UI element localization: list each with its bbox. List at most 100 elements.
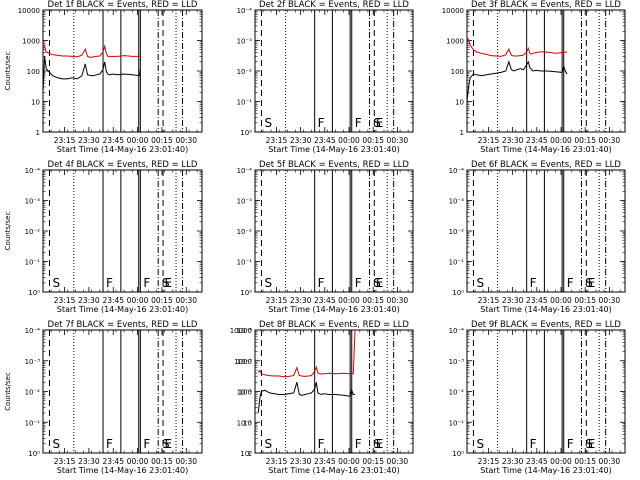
flag-letter: E [376, 437, 384, 451]
y-tick-label-behind: 10⁰ [240, 450, 252, 458]
flag-letter: F [318, 437, 325, 451]
y-tick-label: 10⁻² [449, 389, 465, 397]
panel-title: Det 8f BLACK = Events, RED = LLD [259, 320, 409, 330]
panel-title: Det 5f BLACK = Events, RED = LLD [259, 160, 409, 170]
y-tick-label: 10 [455, 99, 464, 107]
flag-letter: E [164, 437, 172, 451]
flag-letter: S [585, 437, 593, 451]
y-tick-label: 10⁻³ [25, 198, 41, 206]
y-axis-title: Counts/sec [4, 372, 12, 411]
x-axis: 23:15 23:30 23:45 00:00 00:15 00:30 [254, 330, 409, 466]
x-axis-title: Start Time (14-May-16 23:01:40) [268, 466, 399, 475]
x-axis-title: Start Time (14-May-16 23:01:40) [480, 305, 611, 314]
flag-letter: E [588, 276, 596, 290]
flag-letter: F [355, 116, 362, 130]
x-tick-label: 00:30 [175, 136, 197, 145]
y-tick-label: 10⁻² [25, 389, 41, 397]
x-tick-label: 00:00 [127, 136, 149, 145]
y-tick-label-behind: 10⁻⁴ [237, 327, 253, 335]
x-tick-label: 23:30 [502, 136, 524, 145]
y-tick-label: 10⁻¹ [449, 259, 465, 267]
x-axis-title: Start Time (14-May-16 23:01:40) [57, 305, 188, 314]
flag-letter: F [530, 437, 537, 451]
x-tick-label: 23:30 [290, 136, 312, 145]
x-tick-label: 23:30 [290, 457, 312, 466]
y-tick-label: 10 [243, 419, 252, 427]
x-axis: 23:15 23:30 23:45 00:00 00:15 00:30 [466, 170, 621, 305]
x-tick-label: 23:15 [266, 136, 288, 145]
x-tick-label: 23:15 [478, 457, 500, 466]
x-axis-title: Start Time (14-May-16 23:01:40) [57, 145, 188, 154]
x-tick-label: 00:30 [599, 136, 621, 145]
y-tick-label: 10⁰ [28, 289, 40, 297]
y-axis: 10⁰ 10⁻¹ 10⁻² 10⁻³ 10⁻⁴ [25, 327, 202, 458]
x-tick-label: 00:00 [127, 457, 149, 466]
x-tick-label: 00:30 [599, 296, 621, 305]
x-axis: 23:15 23:30 23:45 00:00 00:15 00:30 [466, 10, 621, 145]
flag-letter: S [52, 437, 60, 451]
time-markers [48, 10, 184, 132]
flag-letter: S [373, 437, 381, 451]
plot-frame [466, 329, 626, 454]
x-tick-label: 00:15 [362, 457, 384, 466]
flag-letter: S [373, 276, 381, 290]
y-tick-label: 1000 [22, 38, 40, 46]
detector-panel-1: Det 1f BLACK = Events, RED = LLD 1 10 100 10… [4, 0, 203, 154]
y-axis: 10⁰ 10⁻¹ 10⁻² 10⁻³ 10⁻⁴ [237, 167, 413, 297]
lld-series-line [43, 44, 141, 58]
time-markers: S F F SE [260, 170, 395, 292]
y-axis-title: Counts/sec [4, 52, 12, 91]
time-markers: S F F SE [260, 10, 395, 132]
y-tick-label-behind: 10⁻¹ [237, 419, 253, 427]
x-axis-title: Start Time (14-May-16 23:01:40) [268, 305, 399, 314]
x-tick-label: 00:30 [387, 136, 409, 145]
panel-title: Det 2f BLACK = Events, RED = LLD [259, 0, 409, 10]
x-tick-label: 00:15 [151, 136, 173, 145]
x-tick-label: 00:30 [175, 296, 197, 305]
y-tick-label: 10⁻² [237, 228, 253, 236]
y-tick-label: 10⁻² [25, 228, 41, 236]
detector-panel-3: Det 3f BLACK = Events, RED = LLD 1 10 100 10… [442, 0, 626, 154]
y-tick-label-behind: 10⁻² [237, 389, 253, 397]
panel-title: Det 3f BLACK = Events, RED = LLD [471, 0, 621, 10]
events-series-line [466, 60, 568, 102]
x-tick-label: 00:15 [362, 136, 384, 145]
flag-letter: E [588, 437, 596, 451]
y-tick-label: 10⁰ [28, 450, 40, 458]
x-tick-label: 23:45 [102, 457, 124, 466]
flag-letter: S [264, 276, 272, 290]
panel-title: Det 4f BLACK = Events, RED = LLD [48, 160, 198, 170]
x-tick-label: 23:45 [526, 296, 548, 305]
detector-panel-4: Det 4f BLACK = Events, RED = LLD 10⁰ 10⁻¹ 1… [4, 160, 203, 314]
lld-series-line [466, 37, 568, 57]
panel-title: Det 1f BLACK = Events, RED = LLD [48, 0, 198, 10]
y-axis-title: Counts/sec [4, 212, 12, 251]
time-markers [472, 10, 607, 132]
x-tick-label: 00:30 [175, 457, 197, 466]
y-tick-label: 10⁻¹ [25, 259, 41, 267]
flag-letter: S [476, 437, 484, 451]
y-tick-label: 10⁻² [449, 228, 465, 236]
y-tick-label: 10⁻³ [449, 198, 465, 206]
x-tick-label: 23:45 [526, 457, 548, 466]
time-markers: S F F SE [260, 330, 395, 453]
x-tick-label: 00:30 [387, 457, 409, 466]
y-tick-label: 10000 [18, 7, 40, 15]
x-tick-label: 00:00 [550, 457, 572, 466]
panel-title: Det 9f BLACK = Events, RED = LLD [471, 320, 621, 330]
flag-letter: S [373, 116, 381, 130]
flag-letter: S [264, 116, 272, 130]
y-tick-label: 10⁻¹ [449, 419, 465, 427]
flag-letter: F [106, 276, 113, 290]
y-tick-label: 100 [27, 68, 40, 76]
time-markers: S F F SE [472, 330, 607, 453]
detector-panel-9: Det 9f BLACK = Events, RED = LLD10⁰10⁻¹1… [449, 320, 626, 475]
y-tick-label: 10⁻⁴ [25, 167, 41, 175]
x-tick-label: 23:15 [266, 457, 288, 466]
x-tick-label: 23:30 [78, 136, 100, 145]
x-axis: 23:15 23:30 23:45 00:00 00:15 00:30 [42, 330, 198, 466]
y-axis: 1 10 100 1000 10000 [18, 7, 202, 137]
y-tick-label: 10⁻³ [449, 358, 465, 366]
